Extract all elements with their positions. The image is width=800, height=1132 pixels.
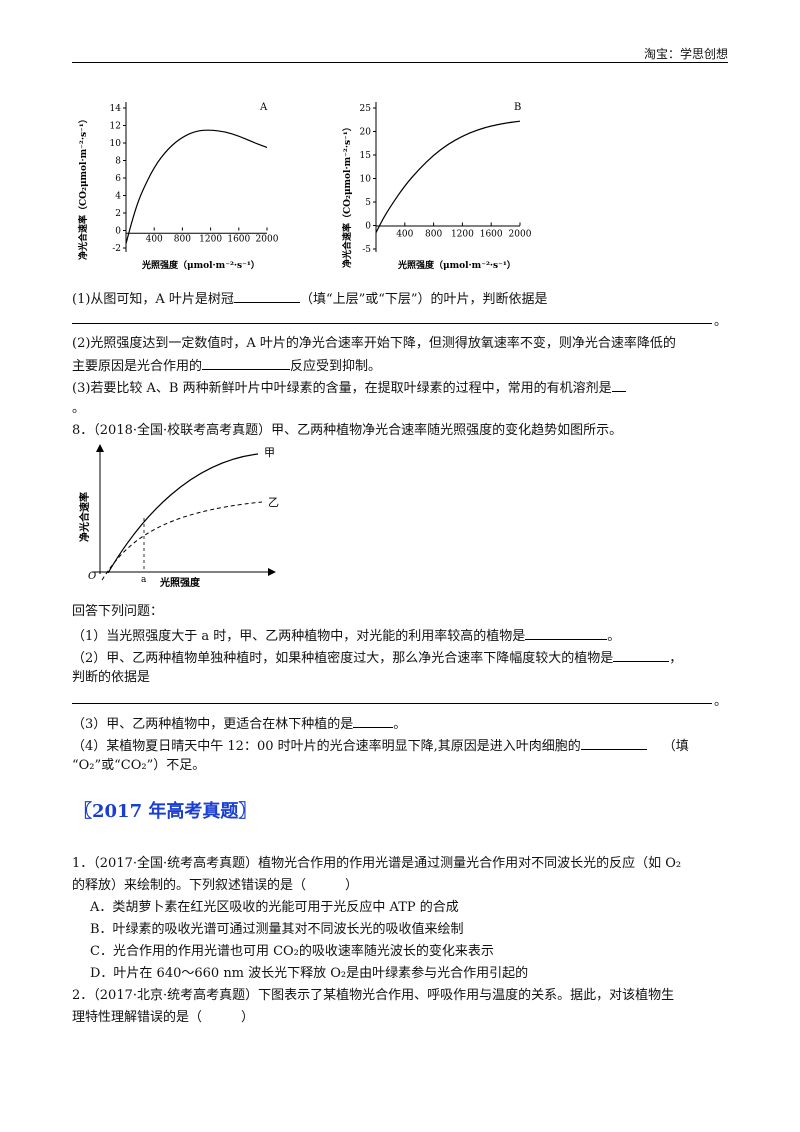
q8-4-text-a: （4）某植物夏日晴天中午 12：00 时叶片的光合速率明显下降,其原因是进入叶肉… [72, 739, 581, 754]
chartB-xtick-label: 1600 [480, 230, 503, 240]
chart-a-ylabel: 净光合速率（CO₂μmol·m⁻²·s⁻¹） [77, 114, 89, 260]
chart-a-xlabel: 光照强度（μmol·m⁻²·s⁻¹） [141, 259, 260, 271]
q8-2-end: ， [669, 651, 683, 666]
q8-2-blank [613, 647, 670, 662]
q8-3-text: （3）甲、乙两种植物中，更适合在林下种植的是 [72, 717, 354, 732]
q7-2-text-b: 主要原因是光合作用的 [72, 359, 203, 374]
chartB-xtick-label: 2000 [509, 230, 532, 240]
q7-1-end: 。 [714, 314, 728, 329]
chartA-ytick-label: 2 [115, 209, 121, 219]
q7-3-text-a: (3)若要比较 A、B 两种新鲜叶片中叶绿素的含量，在提取叶绿素的过程中，常用的… [72, 381, 612, 396]
chart-q8: 甲 乙 O a 光照强度 净光合速率 [78, 444, 279, 589]
chartA-ytick-label: 10 [110, 139, 122, 149]
q7-line4: (3)若要比较 A、B 两种新鲜叶片中叶绿素的含量，在提取叶绿素的过程中，常用的… [72, 377, 626, 398]
chart-q8-xlabel: 光照强度 [159, 576, 201, 589]
chart-q8-curve-jia [107, 453, 259, 574]
chartA-xtick-label: 400 [146, 235, 163, 245]
chartA-xtick-label: 1200 [199, 235, 222, 245]
q8-2-text-a: （2）甲、乙两种植物单独种植时，如果种植密度过大，那么净光合速率下降幅度较大的植… [72, 651, 614, 666]
q8-1-blank [525, 625, 608, 640]
section-title: 〖2017 年高考真题〗 [74, 801, 257, 822]
s1-q2-line1: 2．（2017·北京·统考高考真题）下图表示了某植物光合作用、呼吸作用与温度的关… [72, 988, 675, 1003]
chartA-ytick-label: 0 [115, 227, 121, 237]
chart-b-xlabel: 光照强度（μmol·m⁻²·s⁻¹） [397, 259, 516, 271]
q7-1-long-blank [72, 323, 712, 324]
chartB-ytick-label: 10 [360, 175, 372, 185]
q7-line3: 主要原因是光合作用的 反应受到抑制。 [72, 355, 381, 376]
chartA-xtick-label: 1600 [227, 235, 250, 245]
q7-2-text-c: 反应受到抑制。 [290, 359, 382, 374]
chart-b-title: B [514, 102, 521, 113]
chart-a: 14 12 10 8 6 4 2 0 -2 400 800 1200 1600 2000 A 净光合速率… [77, 102, 279, 271]
chart-b: 25 20 15 10 5 0 -5 400 800 1200 1600 2000 B 净光合速率（… [341, 102, 532, 271]
chartB-ytick-label: 15 [360, 151, 372, 161]
chart-q8-series-yi: 乙 [268, 496, 279, 509]
q8-line1: （1）当光照强度大于 a 时，甲、乙两种植物中，对光能的利用率较高的植物是 。 [72, 625, 620, 646]
chart-b-ylabel: 净光合速率（CO₂μmol·m⁻²·s⁻¹） [341, 122, 353, 268]
q8-prompt: 回答下列问题： [72, 604, 164, 619]
q8-4-text-c: “O₂”或“CO₂”）不足。 [72, 758, 206, 773]
q7-1-text-a: (1)从图可知，A 叶片是树冠 [72, 292, 234, 307]
s1-option-c: C．光合作用的作用光谱也可用 CO₂的吸收速率随光波长的变化来表示 [90, 944, 494, 959]
q7-1-blank [233, 288, 300, 303]
q7-1-text-b: （填“上层”或“下层”）的叶片，判断依据是 [299, 292, 548, 307]
q8-line4: （4）某植物夏日晴天中午 12：00 时叶片的光合速率明显下降,其原因是进入叶肉… [72, 735, 689, 756]
chartB-xtick-label: 400 [396, 230, 413, 240]
chartA-ytick-label: 6 [115, 174, 121, 184]
q7-line1: (1)从图可知，A 叶片是树冠 （填“上层”或“下层”）的叶片，判断依据是 [72, 288, 548, 309]
q8-2-long-blank [72, 703, 712, 704]
chart-q8-x-arrow [268, 568, 276, 576]
s1-q1-line1: 1．（2017·全国·统考高考真题）植物光合作用的作用光谱是通过测量光合作用对不… [72, 856, 682, 871]
chart-q8-origin: O [88, 571, 96, 582]
chartA-ytick-label: 14 [110, 104, 122, 114]
chartA-xtick-label: 2000 [256, 235, 279, 245]
q8-4-text-b: （填 [662, 739, 689, 754]
chart-q8-curve-yi [101, 501, 263, 581]
chartB-xtick-label: 1200 [451, 230, 474, 240]
chart-q8-series-jia: 甲 [264, 446, 275, 459]
chartB-ytick-label: 20 [360, 128, 372, 138]
chart-q8-y-arrow [96, 444, 104, 452]
chartA-ytick-label: 12 [110, 122, 121, 132]
q8-2-end2: 。 [714, 694, 728, 709]
q7-3-end: 。 [72, 401, 86, 416]
chartB-ytick-label: 5 [365, 198, 371, 208]
chartB-xtick-label: 800 [425, 230, 442, 240]
q8-1-end: 。 [607, 629, 621, 644]
q7-2-blank [202, 355, 291, 370]
chart-a-curve [125, 129, 268, 244]
chartA-ytick-label: -2 [112, 244, 121, 254]
q7-2-text-a: (2)光照强度达到一定数值时，A 叶片的净光合速率开始下降，但测得放氧速率不变，… [72, 336, 676, 351]
q8-line3: （3）甲、乙两种植物中，更适合在林下种植的是 。 [72, 713, 406, 734]
chartB-ytick-label: -5 [362, 245, 371, 255]
s1-q1-line2: 的释放）来绘制的。下列叙述错误的是（ ） [72, 878, 359, 893]
header-text: 淘宝：学思创想 [643, 47, 728, 61]
q8-3-blank [353, 713, 394, 728]
chart-b-curve [375, 120, 521, 233]
chartA-ytick-label: 4 [115, 192, 121, 202]
q8-4-blank [580, 735, 647, 750]
chartA-ytick-label: 8 [115, 157, 121, 167]
q7-3-blank [611, 377, 626, 392]
q8-line2: （2）甲、乙两种植物单独种植时，如果种植密度过大，那么净光合速率下降幅度较大的植… [72, 647, 682, 668]
q8-2-text-b: 判断的依据是 [72, 670, 151, 685]
q8-1-text: （1）当光照强度大于 a 时，甲、乙两种植物中，对光能的利用率较高的植物是 [72, 629, 526, 644]
s1-option-a: A．类胡萝卜素在红光区吸收的光能可用于光反应中 ATP 的合成 [90, 900, 459, 915]
q8-title: 8．（2018·全国·校联考高考真题）甲、乙两种植物净光合速率随光照强度的变化趋… [72, 423, 623, 438]
chart-q8-ylabel: 净光合速率 [78, 492, 91, 542]
chart-a-title: A [259, 102, 268, 113]
s1-q2-line2: 理特性理解错误的是（ ） [72, 1010, 255, 1025]
s1-option-d: D．叶片在 640～660 nm 波长光下释放 O₂是由叶绿素参与光合作用引起的 [90, 966, 529, 981]
chart-q8-a-label: a [141, 575, 147, 585]
chartA-xtick-label: 800 [174, 235, 191, 245]
s1-option-b: B．叶绿素的吸收光谱可通过测量其对不同波长光的吸收值来绘制 [90, 922, 464, 937]
header-rule [72, 62, 728, 63]
chartB-ytick-label: 25 [360, 104, 372, 114]
chartB-ytick-label: 0 [365, 222, 371, 232]
q8-3-end: 。 [393, 717, 407, 732]
